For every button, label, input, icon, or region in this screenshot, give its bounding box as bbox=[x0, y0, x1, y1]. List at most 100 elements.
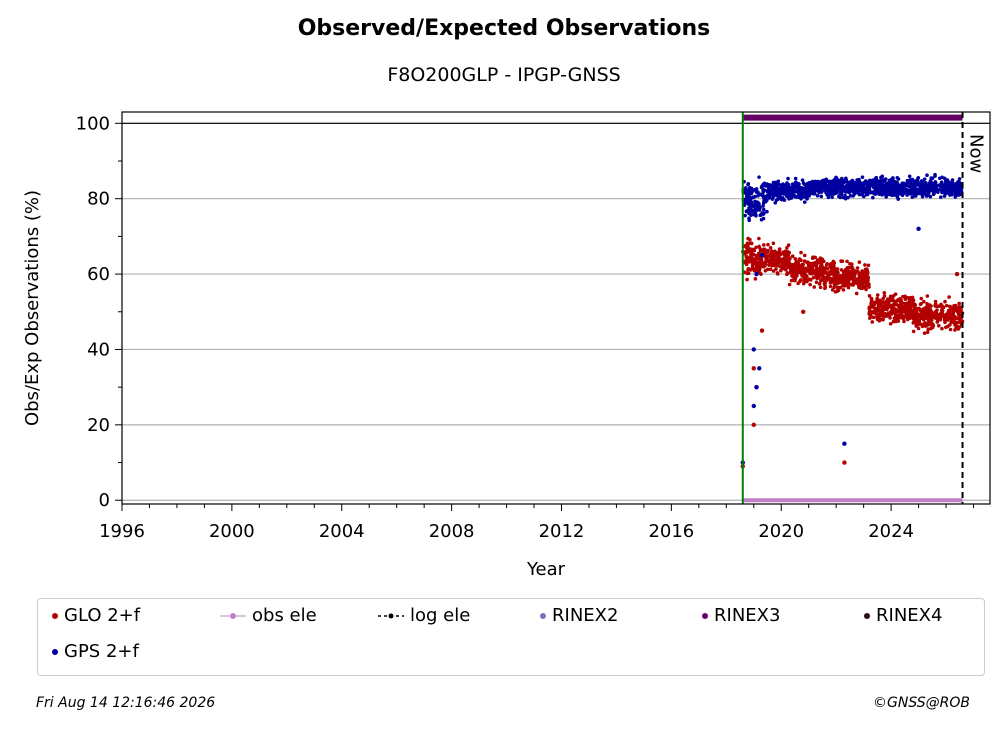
point-glo-2-f bbox=[777, 257, 782, 262]
point-glo-2-f bbox=[947, 295, 951, 299]
point-glo-2-f-outlier bbox=[954, 271, 960, 277]
point-glo-2-f bbox=[942, 314, 947, 318]
point-gps-2-f bbox=[813, 179, 818, 184]
point-glo-2-f bbox=[802, 279, 806, 284]
point-gps-2-f bbox=[765, 209, 769, 214]
point-gps-2-f bbox=[749, 186, 754, 191]
point-gps-2-f bbox=[844, 176, 848, 181]
point-gps-2-f bbox=[851, 194, 856, 198]
point-gps-2-f bbox=[845, 180, 850, 184]
point-glo-2-f bbox=[869, 302, 874, 307]
point-glo-2-f bbox=[878, 304, 882, 308]
point-glo-2-f bbox=[800, 274, 804, 278]
point-glo-2-f bbox=[866, 263, 871, 268]
point-glo-2-f bbox=[845, 259, 849, 264]
point-gps-2-f bbox=[919, 179, 924, 183]
point-gps-2-f bbox=[925, 173, 929, 178]
point-gps-2-f bbox=[793, 176, 798, 181]
point-gps-2-f bbox=[802, 195, 806, 199]
point-gps-2-f bbox=[801, 181, 806, 185]
point-gps-2-f bbox=[889, 181, 894, 186]
point-gps-2-f bbox=[774, 198, 779, 202]
point-glo-2-f bbox=[769, 251, 774, 255]
point-glo-2-f bbox=[825, 261, 829, 266]
point-gps-2-f bbox=[826, 185, 830, 189]
point-glo-2-f bbox=[944, 303, 949, 308]
point-glo-2-f bbox=[794, 259, 799, 264]
point-glo-2-f bbox=[870, 320, 875, 324]
point-glo-2-f bbox=[837, 275, 841, 279]
point-glo-2-f bbox=[949, 320, 954, 324]
point-gps-2-f bbox=[889, 185, 893, 190]
y-tick-label: 60 bbox=[87, 264, 110, 285]
point-glo-2-f bbox=[793, 276, 798, 281]
point-gps-2-f bbox=[852, 180, 857, 185]
point-gps-2-f bbox=[781, 196, 785, 200]
point-glo-2-f bbox=[838, 285, 843, 290]
legend-item-log-ele: log ele bbox=[378, 605, 470, 626]
point-glo-2-f-outlier bbox=[751, 366, 756, 371]
point-glo-2-f bbox=[768, 254, 773, 259]
point-glo-2-f bbox=[754, 253, 758, 258]
point-glo-2-f bbox=[798, 278, 803, 283]
point-gps-2-f bbox=[927, 181, 932, 185]
point-gps-2-f bbox=[934, 185, 939, 190]
point-gps-2-f bbox=[882, 187, 886, 191]
point-gps-2-f bbox=[951, 184, 956, 189]
point-gps-2-f bbox=[931, 189, 936, 194]
point-glo-2-f bbox=[933, 310, 938, 314]
point-glo-2-f bbox=[747, 247, 752, 251]
point-glo-2-f bbox=[811, 269, 816, 274]
point-glo-2-f bbox=[832, 264, 836, 268]
point-glo-2-f bbox=[839, 268, 844, 272]
point-gps-2-f bbox=[860, 175, 865, 179]
point-glo-2-f bbox=[914, 315, 918, 319]
point-glo-2-f bbox=[763, 262, 768, 267]
point-glo-2-f bbox=[953, 328, 957, 332]
point-glo-2-f bbox=[793, 257, 798, 261]
point-glo-2-f bbox=[775, 272, 780, 276]
point-glo-2-f bbox=[905, 317, 910, 322]
point-gps-2-f bbox=[880, 174, 885, 179]
point-gps-2-f bbox=[746, 182, 750, 187]
point-gps-2-f bbox=[767, 185, 771, 190]
point-glo-2-f bbox=[929, 323, 934, 327]
point-glo-2-f bbox=[901, 316, 906, 321]
point-gps-2-f bbox=[817, 181, 821, 186]
point-gps-2-f bbox=[750, 209, 754, 214]
point-glo-2-f bbox=[815, 258, 820, 262]
point-gps-2-f-outlier bbox=[754, 384, 759, 390]
point-gps-2-f bbox=[838, 180, 843, 184]
point-gps-2-f bbox=[782, 186, 786, 191]
point-gps-2-f bbox=[939, 195, 943, 199]
point-gps-2-f bbox=[746, 202, 751, 206]
point-glo-2-f bbox=[807, 263, 811, 268]
point-glo-2-f bbox=[835, 289, 840, 293]
point-gps-2-f bbox=[800, 188, 805, 192]
point-gps-2-f bbox=[895, 175, 900, 180]
point-glo-2-f bbox=[790, 254, 795, 259]
point-gps-2-f bbox=[747, 195, 752, 200]
point-gps-2-f bbox=[932, 182, 936, 187]
point-gps-2-f bbox=[830, 182, 834, 187]
point-glo-2-f bbox=[793, 263, 798, 268]
point-gps-2-f bbox=[843, 196, 848, 201]
point-glo-2-f bbox=[757, 236, 761, 241]
point-glo-2-f bbox=[776, 261, 781, 265]
point-gps-2-f bbox=[904, 183, 909, 188]
point-gps-2-f bbox=[743, 186, 748, 190]
point-gps-2-f bbox=[913, 194, 917, 198]
point-gps-2-f bbox=[809, 185, 813, 190]
legend-item-rinex4: RINEX4 bbox=[864, 605, 942, 626]
legend-marker-rinex2 bbox=[540, 612, 546, 619]
point-gps-2-f bbox=[822, 181, 827, 185]
point-glo-2-f bbox=[952, 303, 956, 308]
point-gps-2-f bbox=[953, 195, 958, 199]
point-glo-2-f bbox=[935, 320, 940, 324]
point-glo-2-f bbox=[782, 264, 787, 268]
point-glo-2-f bbox=[909, 307, 913, 312]
point-glo-2-f bbox=[745, 258, 749, 262]
point-gps-2-f bbox=[762, 199, 766, 204]
point-glo-2-f bbox=[748, 267, 753, 272]
